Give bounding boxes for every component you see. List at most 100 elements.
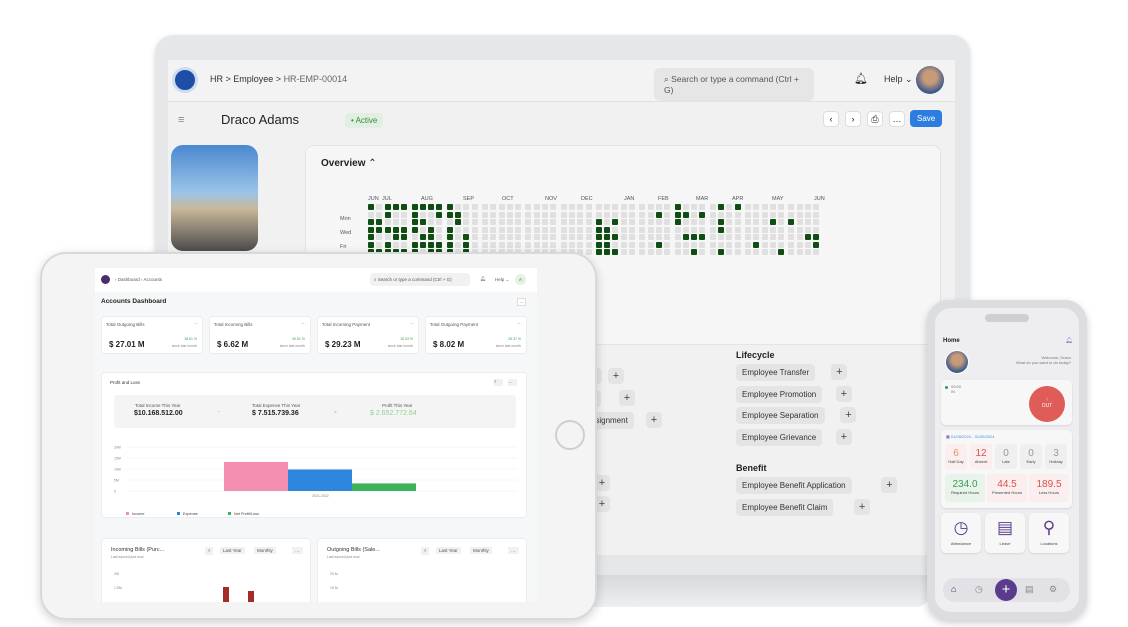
interval-select[interactable]: Monthly — [254, 547, 276, 554]
heatmap-cell — [525, 241, 532, 248]
breadcrumb-employee[interactable]: Employee — [233, 74, 274, 84]
legend-label[interactable]: Net Profit/Loss — [234, 512, 259, 516]
filter-icon[interactable]: ▿ — [494, 379, 503, 386]
app-logo[interactable] — [172, 67, 198, 93]
checkout-button[interactable]: ↑ OUT — [1029, 386, 1065, 422]
search-input[interactable]: ⌕ Search or type a command (Ctrl + G) — [370, 273, 470, 286]
heatmap-cell — [805, 219, 811, 225]
user-avatar[interactable]: A — [515, 274, 526, 285]
heatmap-cell — [805, 249, 811, 255]
add-shortcut-button[interactable]: + — [646, 412, 662, 428]
attendance-heatmap: JUN JUL AUG SEP OCT NOV DEC JAN FEB MAR APR MAY JUN M… — [340, 196, 876, 266]
shortcut-chip[interactable]: Employee Separation — [736, 407, 825, 424]
save-button[interactable]: Save — [910, 110, 943, 127]
history-icon[interactable]: ◷ — [975, 584, 983, 594]
add-shortcut-button[interactable]: + — [835, 385, 852, 402]
more-button[interactable]: … — [889, 111, 905, 127]
add-shortcut-button[interactable]: + — [881, 477, 898, 493]
add-shortcut-button[interactable]: + — [835, 428, 852, 445]
heatmap-cell — [481, 241, 488, 248]
heatmap-cell — [639, 249, 646, 255]
breadcrumb-dashboard[interactable]: Dashboard — [117, 277, 140, 282]
search-input[interactable]: ⌕ Search or type a command (Ctrl + G) — [654, 68, 814, 101]
tile-leave[interactable]: ▤ Leave — [985, 513, 1025, 553]
print-icon[interactable]: ⎙ — [867, 111, 883, 127]
tile-locations[interactable]: ⚲ Locations — [1029, 513, 1069, 553]
y-tick-label: 15M — [114, 457, 121, 461]
heatmap-cell — [629, 211, 635, 218]
bell-icon[interactable]: 🔔︎ — [1065, 338, 1073, 344]
profit-label: Profit This Year — [382, 403, 413, 408]
tile-attendance[interactable]: ◷ Attendance — [941, 513, 981, 553]
kpi-note: since last month — [495, 344, 521, 348]
phone-device: Home 🔔︎ Welcome, Draco What do you want t… — [927, 300, 1087, 620]
filter-icon[interactable]: ▿ — [205, 547, 214, 555]
bell-icon[interactable]: 🔔︎ — [480, 276, 486, 281]
more-button[interactable]: … — [508, 379, 517, 386]
hours-value: 234.0 — [952, 479, 978, 490]
legend-label[interactable]: Expense — [183, 512, 198, 516]
interval-select[interactable]: Monthly — [470, 547, 492, 554]
user-avatar[interactable] — [945, 350, 969, 374]
hamburger-icon[interactable]: ≡ — [178, 114, 185, 126]
heatmap-cell — [577, 211, 584, 218]
overview-title[interactable]: Overview ⌃ — [321, 158, 377, 169]
kpi-more-button[interactable]: … — [409, 320, 415, 325]
shortcut-chip[interactable]: Employee Transfer — [736, 364, 816, 381]
kpi-more-button[interactable]: … — [193, 320, 199, 325]
bar-net-profit-loss[interactable] — [352, 483, 416, 491]
kpi-more-button[interactable]: … — [517, 320, 523, 325]
add-shortcut-button[interactable]: + — [594, 496, 610, 512]
heatmap-cell — [699, 234, 706, 240]
heatmap-cell — [805, 204, 811, 210]
heatmap-cell — [533, 204, 540, 210]
more-button[interactable]: … — [508, 547, 519, 554]
add-shortcut-button[interactable]: + — [854, 498, 871, 515]
list-icon[interactable]: ▤ — [1025, 584, 1034, 594]
kpi-card: Total Outgoing Payment … $ 8.02 M 25.37 % si… — [425, 316, 527, 354]
hours-required-hours: 234.0 Required Hours — [945, 474, 985, 502]
bar-expense[interactable] — [288, 469, 352, 491]
add-button[interactable]: + — [995, 579, 1017, 601]
heatmap-cell — [726, 226, 733, 233]
more-button[interactable]: … — [517, 298, 526, 306]
filter-icon[interactable]: ▿ — [421, 547, 430, 555]
heatmap-cell — [753, 241, 760, 248]
prev-button[interactable]: ‹ — [823, 111, 839, 127]
add-shortcut-button[interactable]: + — [594, 475, 610, 491]
add-shortcut-button[interactable]: + — [840, 407, 857, 423]
heatmap-cell — [647, 241, 654, 248]
user-avatar[interactable] — [916, 66, 944, 94]
add-shortcut-button[interactable]: + — [608, 368, 624, 384]
heatmap-cell — [612, 219, 619, 225]
heatmap-cell — [718, 226, 724, 233]
section-title: Benefit — [736, 463, 767, 473]
help-menu[interactable]: Help ⌄ — [495, 277, 510, 282]
heatmap-cell — [761, 226, 768, 233]
home-icon[interactable]: ⌂ — [951, 584, 957, 594]
shortcut-chip[interactable]: Employee Benefit Application — [736, 477, 852, 494]
settings-icon[interactable]: ⚙ — [1049, 584, 1058, 594]
expense-label: Total Expense This Year — [252, 403, 301, 408]
help-menu[interactable]: Help ⌄ — [884, 74, 913, 84]
shortcut-chip[interactable]: Employee Promotion — [736, 385, 823, 403]
app-logo[interactable] — [101, 275, 110, 284]
breadcrumb-hr[interactable]: HR — [210, 74, 223, 84]
kpi-more-button[interactable]: … — [301, 320, 307, 325]
y-tick-label: 20M — [114, 446, 121, 450]
section-title: Lifecycle — [736, 350, 775, 360]
heatmap-cell — [753, 234, 760, 240]
add-shortcut-button[interactable]: + — [619, 390, 635, 406]
period-select[interactable]: Last Year — [220, 547, 245, 554]
heatmap-cell — [699, 219, 706, 225]
next-button[interactable]: › — [845, 111, 861, 127]
more-button[interactable]: … — [292, 547, 303, 554]
shortcut-chip[interactable]: Employee Grievance — [736, 428, 823, 446]
period-select[interactable]: Last Year — [436, 547, 461, 554]
bar-income[interactable] — [224, 461, 288, 491]
bell-icon[interactable]: 🔔︎ — [854, 73, 868, 85]
shortcut-chip[interactable]: Employee Benefit Claim — [736, 498, 834, 516]
tablet-home-button[interactable] — [555, 420, 585, 450]
add-shortcut-button[interactable]: + — [831, 364, 848, 380]
legend-label[interactable]: Income — [132, 512, 144, 516]
